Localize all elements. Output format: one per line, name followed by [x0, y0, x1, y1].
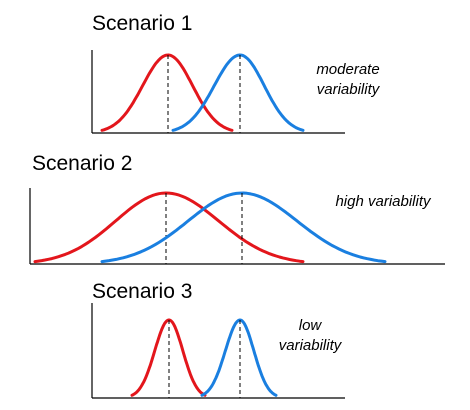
scenario-1-note-line-1: moderate [316, 61, 380, 78]
scenario-2-note: high variability [318, 192, 448, 212]
scenario-1-note: moderate variability [298, 60, 398, 100]
scenario-3-title: Scenario 3 [92, 280, 193, 303]
scenario-1-title: Scenario 1 [92, 12, 193, 35]
scenario-2-blue-curve [100, 191, 387, 264]
scenario-3-note: low variability [262, 316, 358, 356]
scenario-1-red-curve [100, 53, 234, 132]
scenario-1-blue-curve [171, 53, 305, 132]
scenario-2-red-curve [33, 191, 305, 264]
scenario-2-title: Scenario 2 [32, 152, 133, 175]
scenario-3-note-line-2: variability [278, 337, 342, 354]
scenario-2-note-line-1: high variability [335, 193, 431, 210]
scenario-1-note-line-2: variability [316, 81, 380, 98]
scenario-3-note-line-1: low [298, 317, 322, 334]
scenario-3-blue-curve [200, 318, 278, 397]
